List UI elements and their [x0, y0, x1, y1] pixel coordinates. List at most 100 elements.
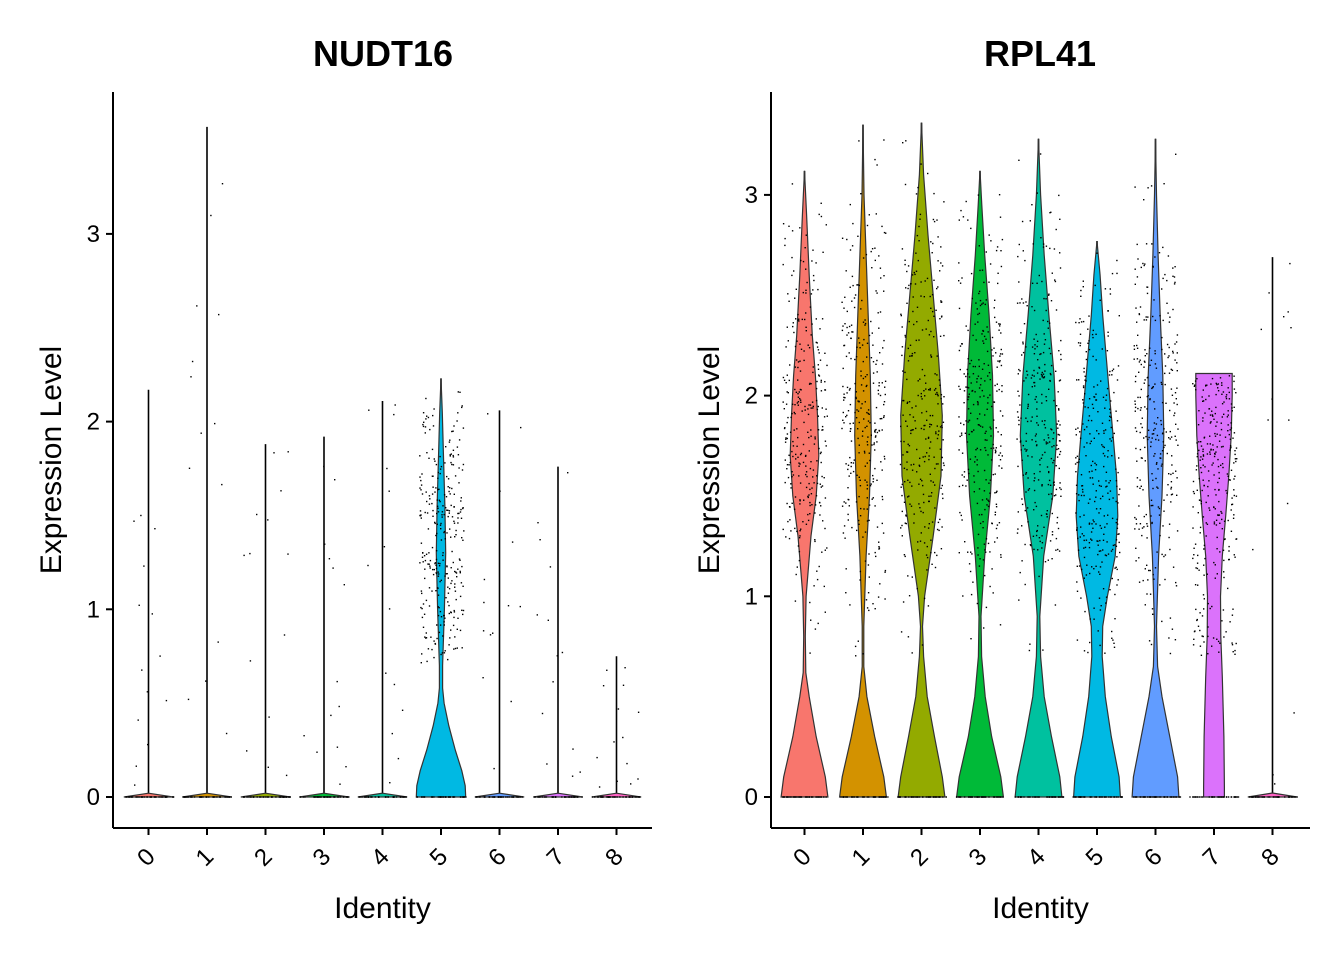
data-point: [910, 464, 912, 466]
data-point: [426, 415, 428, 417]
data-point: [926, 556, 929, 559]
data-point: [421, 556, 424, 558]
data-point: [1104, 796, 1106, 798]
data-point: [849, 249, 852, 251]
data-point: [866, 488, 868, 490]
data-point: [883, 401, 886, 403]
data-point: [591, 796, 594, 798]
y-tick-label: 2: [87, 409, 100, 436]
data-point: [846, 796, 848, 798]
data-point: [1192, 506, 1194, 508]
data-point: [434, 491, 436, 493]
data-point: [1091, 470, 1093, 472]
data-point: [1151, 387, 1153, 390]
data-point: [992, 443, 994, 446]
data-point: [929, 473, 931, 475]
data-point: [1078, 499, 1080, 502]
data-point: [458, 512, 460, 515]
data-point: [817, 288, 819, 291]
data-point: [999, 353, 1002, 355]
data-point: [423, 421, 425, 423]
x-tick-label: 8: [600, 843, 629, 872]
data-point: [463, 796, 465, 798]
data-point: [1178, 796, 1180, 798]
data-point: [419, 476, 421, 478]
data-point: [1101, 422, 1104, 424]
data-point: [817, 622, 819, 625]
data-point: [1160, 419, 1162, 422]
data-point: [998, 796, 1001, 798]
data-point: [1138, 528, 1140, 530]
data-point: [422, 626, 425, 628]
violin-group-1: [182, 126, 232, 798]
data-point: [840, 796, 842, 798]
data-point: [919, 213, 922, 216]
data-point: [440, 539, 443, 541]
data-point: [1019, 370, 1021, 372]
data-point: [1077, 796, 1080, 798]
data-point: [434, 460, 436, 462]
data-point: [1031, 204, 1033, 206]
data-point: [990, 435, 992, 437]
data-point: [1027, 521, 1029, 523]
data-point: [970, 638, 972, 640]
data-point: [798, 559, 801, 562]
data-point: [280, 490, 282, 492]
data-point: [432, 414, 434, 417]
data-point: [1155, 477, 1157, 480]
data-point: [989, 551, 991, 553]
data-point: [330, 796, 332, 798]
data-point: [904, 371, 906, 374]
data-point: [438, 631, 441, 634]
data-point: [429, 567, 431, 569]
data-point: [1109, 288, 1111, 290]
data-point: [866, 356, 868, 358]
data-point: [1082, 320, 1085, 323]
data-point: [976, 447, 978, 450]
data-point: [850, 472, 852, 474]
data-point: [1206, 453, 1209, 455]
data-point: [1079, 536, 1081, 538]
data-point: [790, 416, 792, 419]
data-point: [1156, 462, 1158, 464]
data-point: [1200, 471, 1203, 474]
data-point: [1138, 371, 1140, 373]
data-point: [865, 385, 867, 388]
data-point: [126, 796, 128, 798]
x-tick-label: 3: [964, 843, 993, 872]
data-point: [900, 425, 902, 428]
data-point: [1043, 333, 1045, 335]
jitter-points: [182, 183, 232, 798]
data-point: [784, 427, 786, 429]
data-point: [928, 455, 930, 457]
data-point: [442, 505, 444, 507]
data-point: [539, 796, 541, 798]
data-point: [1175, 341, 1178, 343]
data-point: [1043, 297, 1045, 300]
data-point: [1213, 561, 1215, 564]
data-point: [1050, 796, 1053, 798]
data-point: [451, 516, 454, 518]
data-point: [911, 796, 913, 798]
data-point: [904, 481, 906, 483]
data-point: [848, 389, 851, 391]
data-point: [1250, 796, 1253, 798]
data-point: [1038, 575, 1040, 578]
data-point: [561, 796, 563, 798]
y-tick-label: 1: [745, 583, 758, 610]
data-point: [1140, 363, 1142, 366]
data-point: [973, 491, 975, 493]
data-point: [791, 256, 793, 259]
data-point: [1209, 422, 1212, 424]
data-point: [795, 288, 797, 290]
data-point: [938, 529, 940, 532]
data-point: [545, 796, 548, 798]
data-point: [1216, 433, 1218, 435]
data-point: [456, 420, 458, 422]
data-point: [1203, 608, 1205, 610]
jitter-points: [125, 514, 175, 798]
data-point: [1138, 581, 1141, 583]
data-point: [883, 796, 886, 798]
data-point: [1149, 796, 1151, 798]
